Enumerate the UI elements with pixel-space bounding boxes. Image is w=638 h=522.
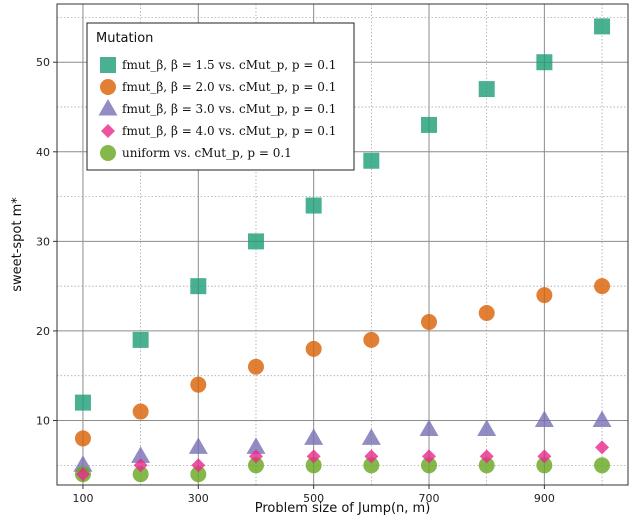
data-point-triangle — [477, 419, 497, 436]
legend-marker-diamond — [101, 124, 115, 138]
legend-marker-circle — [100, 145, 116, 161]
x-tick-label: 500 — [303, 492, 324, 505]
legend-marker-square — [100, 57, 116, 73]
data-point-circle — [594, 278, 611, 295]
legend-box — [86, 22, 355, 171]
data-point-triangle — [419, 419, 439, 436]
data-point-diamond — [479, 449, 494, 464]
y-tick-label: 10 — [36, 415, 50, 428]
data-point-triangle — [73, 455, 93, 472]
data-point-square — [132, 331, 149, 348]
x-axis-title: Problem size of Jump(n, m) — [255, 501, 431, 516]
data-point-triangle — [131, 446, 151, 463]
data-point-diamond — [306, 449, 321, 464]
legend-title: Mutation — [96, 31, 153, 46]
legend-label: uniform vs. cMut_p, p = 0.1 — [122, 146, 292, 160]
data-point-circle — [594, 457, 611, 474]
data-point-circle — [363, 457, 380, 474]
data-point-diamond — [595, 440, 610, 455]
data-point-square — [363, 152, 380, 169]
y-tick-label: 50 — [36, 56, 50, 69]
legend-label: fmut_β, β = 2.0 vs. cMut_p, p = 0.1 — [122, 80, 336, 94]
data-point-circle — [190, 466, 207, 483]
legend-label: fmut_β, β = 1.5 vs. cMut_p, p = 0.1 — [122, 58, 336, 72]
data-point-square — [74, 394, 91, 411]
x-tick-label: 700 — [419, 492, 440, 505]
data-point-circle — [536, 457, 553, 474]
data-point-circle — [305, 457, 322, 474]
y-tick-label: 20 — [36, 325, 50, 338]
data-point-triangle — [246, 437, 266, 454]
data-point-diamond — [422, 449, 437, 464]
data-point-circle — [247, 457, 264, 474]
y-tick-label: 40 — [36, 146, 50, 159]
data-point-square — [478, 81, 495, 98]
data-point-circle — [421, 313, 438, 330]
y-axis-title: sweet-spot m* — [10, 197, 25, 292]
data-point-triangle — [361, 428, 381, 445]
data-point-triangle — [534, 410, 554, 428]
data-point-circle — [536, 287, 553, 304]
data-points — [73, 18, 612, 483]
data-point-circle — [190, 376, 207, 393]
data-point-square — [305, 197, 322, 214]
data-point-circle — [132, 403, 149, 420]
data-point-square — [536, 54, 553, 71]
data-point-diamond — [537, 449, 552, 464]
legend-label: fmut_β, β = 3.0 vs. cMut_p, p = 0.1 — [122, 102, 336, 116]
data-point-circle — [421, 457, 438, 474]
data-point-diamond — [191, 458, 206, 473]
data-point-circle — [247, 358, 264, 375]
data-point-circle — [132, 466, 149, 483]
legend-label: fmut_β, β = 4.0 vs. cMut_p, p = 0.1 — [122, 124, 336, 138]
data-point-diamond — [364, 449, 379, 464]
data-point-triangle — [592, 410, 612, 428]
data-point-triangle — [188, 437, 208, 454]
x-tick-label: 300 — [188, 492, 209, 505]
data-point-circle — [478, 457, 495, 474]
data-point-diamond — [75, 467, 90, 482]
y-tick-label: 30 — [36, 235, 50, 248]
data-point-square — [594, 18, 611, 35]
data-point-square — [190, 278, 207, 295]
data-point-circle — [74, 430, 91, 447]
data-point-square — [421, 116, 438, 133]
data-point-triangle — [304, 428, 324, 445]
x-tick-label: 100 — [72, 492, 93, 505]
data-point-circle — [478, 305, 495, 322]
axis-ticks: 100 300 500 700 900 10 20 30 40 50 — [36, 56, 555, 505]
data-point-diamond — [248, 449, 263, 464]
plot-frame — [56, 3, 629, 486]
data-point-circle — [363, 331, 380, 348]
data-point-circle — [305, 340, 322, 357]
legend: Mutation fmut_β, β = 1.5 vs. cMut_p, p =… — [86, 22, 355, 171]
data-point-square — [247, 233, 264, 250]
legend-marker-triangle — [98, 99, 118, 116]
x-tick-label: 900 — [534, 492, 555, 505]
data-point-diamond — [133, 458, 148, 473]
legend-marker-circle — [100, 79, 116, 95]
